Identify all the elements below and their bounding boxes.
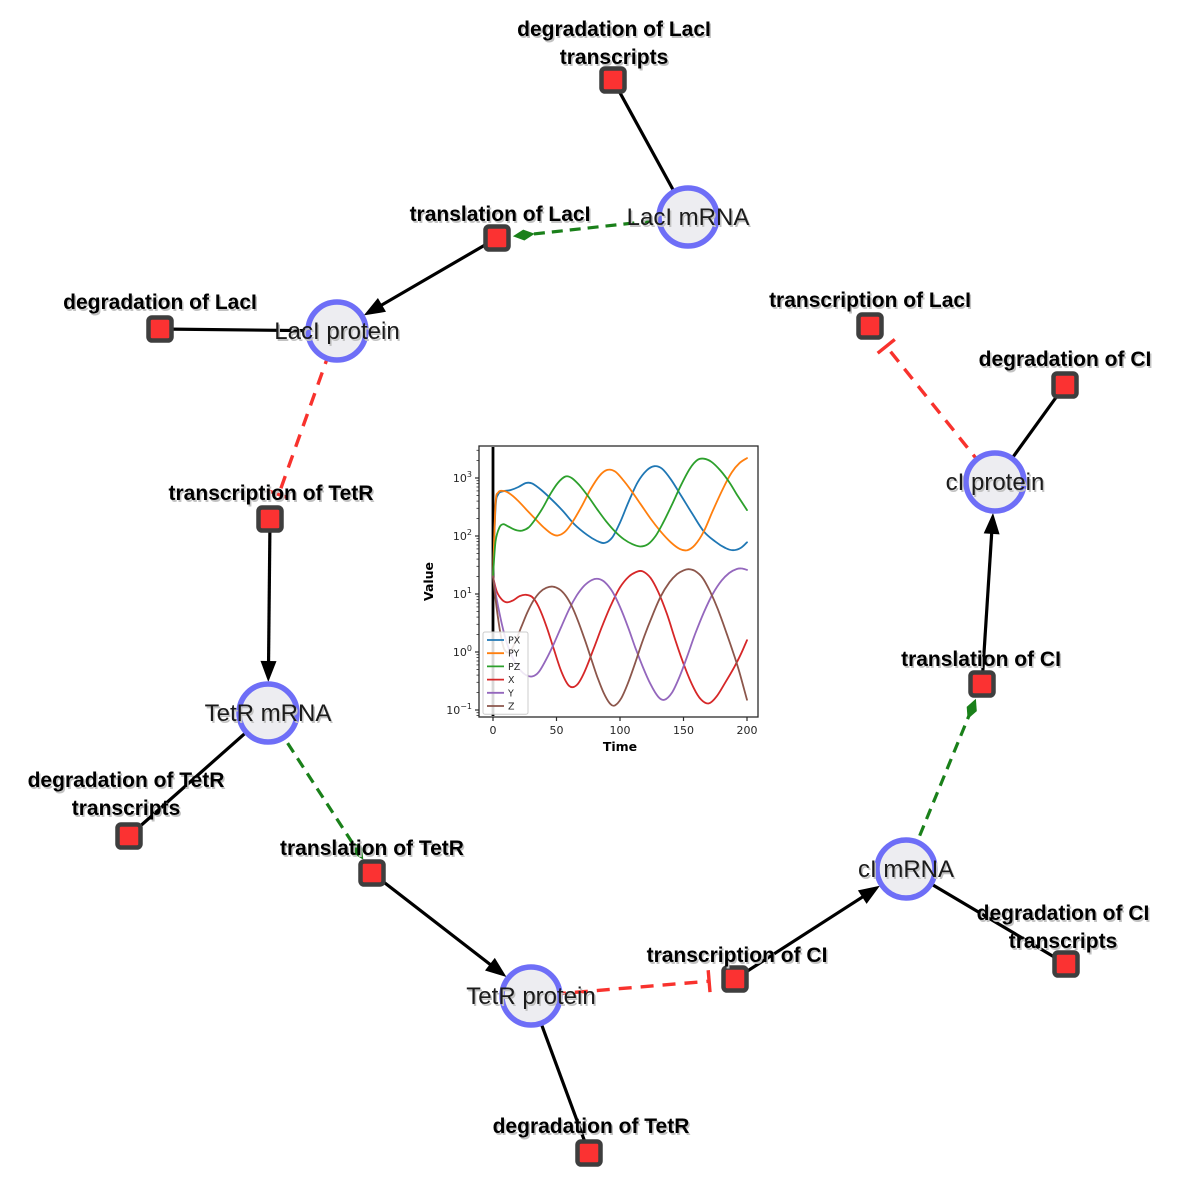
legend-label-Z: Z — [508, 702, 515, 713]
series-PY — [492, 457, 748, 578]
legend-label-PY: PY — [508, 649, 520, 660]
species-node-ci-mrna[interactable] — [874, 837, 938, 901]
edge-tx-tetr-tetr-mrna-arrowhead — [260, 660, 277, 682]
series-PZ — [492, 457, 748, 578]
inset-plot: 0 50 100 150 200 10−1 100 101 102 103 Time Value PX P… — [421, 428, 773, 768]
edge-laci-protein-tx-tetr-tbar — [267, 489, 290, 500]
x-tick-label: 50 — [550, 724, 564, 737]
edge-transl-tetr-tetr-protein — [371, 871, 497, 970]
reaction-node-transl-laci[interactable] — [483, 224, 511, 252]
edge-ci-mrna-transl-ci-arrowhead — [966, 698, 977, 720]
reaction-node-transl-tetr[interactable] — [358, 859, 386, 887]
reaction-label-tx-laci: transcription of LacI — [769, 289, 971, 312]
reaction-node-tx-ci[interactable] — [721, 965, 749, 993]
species-label-laci-protein: LacI protein — [274, 318, 399, 345]
edge-transl-ci-ci-protein — [980, 526, 994, 685]
x-axis-label: Time — [603, 739, 637, 754]
y-tick-label: 102 — [453, 528, 472, 543]
reaction-label-tx-tetr: transcription of TetR — [169, 482, 374, 505]
edge-tetr-mrna-transl-tetr-arrowhead — [351, 841, 364, 860]
legend-label-PZ: PZ — [508, 662, 521, 673]
reaction-node-tx-tetr[interactable] — [256, 505, 284, 533]
reaction-node-deg-ci-tx[interactable] — [1052, 950, 1080, 978]
reaction-label-deg-tetr: degradation of TetR — [493, 1115, 690, 1138]
x-tick-label: 200 — [737, 724, 758, 737]
series-Z — [492, 568, 748, 707]
node-layer — [115, 66, 1080, 1167]
legend-box — [482, 631, 529, 715]
reaction-label-deg-ci: degradation of CI — [979, 348, 1152, 371]
edge-tx-tetr-tetr-mrna — [266, 518, 272, 669]
reaction-node-transl-ci[interactable] — [968, 670, 996, 698]
x-tick-label: 150 — [673, 724, 694, 737]
y-tick-label: 101 — [453, 586, 472, 601]
edge-tx-ci-ci-mrna — [734, 891, 870, 981]
legend-label-X: X — [508, 675, 515, 686]
edge-ci-protein-tx-laci-tbar — [876, 338, 896, 355]
reaction-node-deg-tetr-tx[interactable] — [115, 822, 143, 850]
reaction-label-deg-ci-tx-line1: degradation of CI — [977, 902, 1150, 925]
species-label-tetr-mrna: TetR mRNA — [205, 700, 332, 727]
species-node-laci-protein[interactable] — [305, 299, 369, 363]
edge-tx-ci-ci-mrna-arrowhead — [857, 885, 880, 904]
edge-laci-mrna-transl-laci-arrowhead — [512, 229, 535, 241]
edge-transl-tetr-tetr-protein-arrowhead — [485, 957, 507, 977]
reaction-label-transl-tetr: translation of TetR — [280, 837, 464, 860]
reaction-label-deg-tetr-tx-line2: transcripts — [72, 797, 181, 820]
reaction-label-deg-laci-tx-line1: degradation of LacI — [517, 18, 711, 41]
reaction-node-deg-ci[interactable] — [1051, 371, 1079, 399]
y-tick-label: 100 — [453, 644, 472, 659]
series-layer — [492, 457, 748, 707]
species-label-ci-mrna: cI mRNA — [858, 856, 954, 883]
species-label-tetr-protein: TetR protein — [466, 983, 595, 1010]
reaction-label-deg-ci-tx-line2: transcripts — [1009, 930, 1118, 953]
reaction-label-deg-laci-tx-line2: transcripts — [560, 46, 669, 69]
reaction-label-tx-ci: transcription of CI — [647, 944, 828, 967]
legend-label-Y: Y — [507, 688, 514, 699]
x-tick-label: 100 — [610, 724, 631, 737]
edge-transl-ci-ci-protein-arrowhead — [983, 512, 1000, 535]
y-tick-label: 10−1 — [446, 702, 472, 717]
x-tick-label: 0 — [490, 724, 497, 737]
reaction-node-deg-tetr[interactable] — [575, 1139, 603, 1167]
series-X — [492, 570, 748, 705]
reaction-label-deg-laci: degradation of LacI — [63, 291, 257, 314]
reaction-node-deg-laci-tx[interactable] — [599, 66, 627, 94]
species-label-laci-mrna: LacI mRNA — [627, 204, 750, 231]
y-axis-label: Value — [421, 562, 436, 601]
label-layer: LacI mRNA LacI protein TetR mRNA TetR prote… — [28, 18, 1152, 1138]
reaction-label-transl-ci: translation of CI — [901, 648, 1061, 671]
reaction-label-transl-laci: translation of LacI — [410, 203, 591, 226]
species-node-tetr-mrna[interactable] — [236, 681, 300, 745]
reaction-label-deg-tetr-tx-line1: degradation of TetR — [28, 769, 225, 792]
edge-transl-laci-laci-protein — [375, 236, 498, 310]
species-node-tetr-protein[interactable] — [499, 964, 563, 1028]
reaction-node-deg-laci[interactable] — [146, 315, 174, 343]
species-node-laci-mrna[interactable] — [656, 185, 720, 249]
edge-tetr-protein-tx-ci-tbar — [706, 970, 712, 993]
legend-label-PX: PX — [508, 636, 521, 647]
species-node-ci-protein[interactable] — [963, 450, 1027, 514]
y-tick-label: 103 — [453, 470, 472, 485]
species-label-ci-protein: cI protein — [946, 469, 1045, 496]
reaction-node-tx-laci[interactable] — [856, 312, 884, 340]
edge-transl-laci-laci-protein-arrowhead — [363, 298, 386, 316]
